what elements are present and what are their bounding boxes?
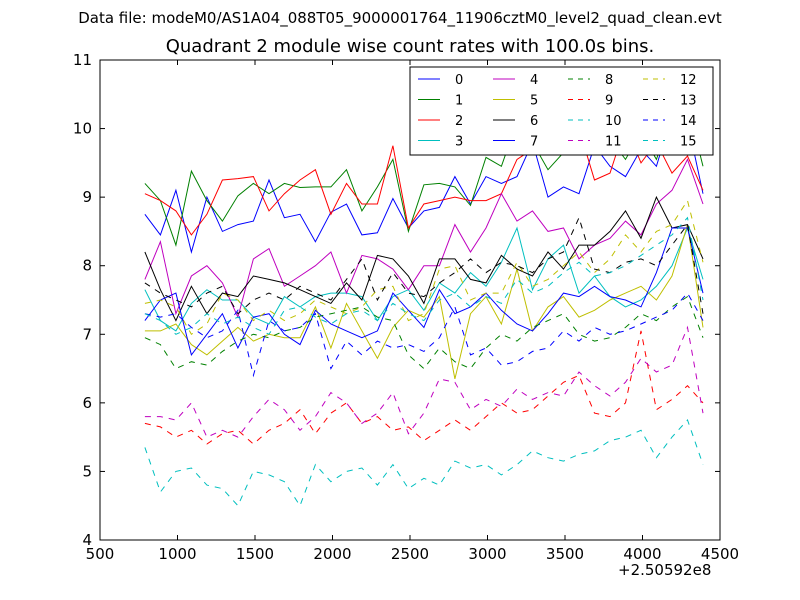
x-tick-label: 1500 xyxy=(236,545,274,563)
legend-label-9: 9 xyxy=(605,94,613,109)
x-axis-offset-label: +2.50592e8 xyxy=(618,561,712,579)
series-line-12 xyxy=(144,199,704,336)
series-line-7 xyxy=(144,227,704,357)
series-line-15 xyxy=(144,216,704,335)
series-line-6 xyxy=(144,195,704,322)
y-tick-label: 11 xyxy=(73,51,92,69)
legend-label-13: 13 xyxy=(680,94,697,109)
legend-label-3: 3 xyxy=(455,135,463,150)
series-line-14 xyxy=(144,292,704,378)
chart-title: Quadrant 2 module wise count rates with … xyxy=(165,36,655,57)
series-line-2 xyxy=(144,123,704,236)
x-tick-label: 3000 xyxy=(468,545,506,563)
figure-suptitle: Data file: modeM0/AS1A04_088T05_90000017… xyxy=(78,9,722,27)
legend-label-12: 12 xyxy=(680,73,697,88)
series-line-4 xyxy=(144,158,704,319)
y-tick-label: 7 xyxy=(82,325,92,343)
series-line-5 xyxy=(144,224,704,380)
x-tick-label: 4000 xyxy=(623,545,661,563)
y-tick-label: 4 xyxy=(82,531,92,549)
x-tick-label: 2000 xyxy=(313,545,351,563)
ticks-layer: 500 1000 1500 2000 2500 3000 3500 4000 4500 4 5 6 7 8… xyxy=(73,51,739,563)
series-layer xyxy=(144,103,704,507)
legend-label-14: 14 xyxy=(680,114,697,129)
legend-label-0: 0 xyxy=(455,73,463,88)
legend-label-8: 8 xyxy=(605,73,613,88)
legend-label-10: 10 xyxy=(605,114,622,129)
x-tick-label: 1000 xyxy=(158,545,196,563)
x-tick-label: 500 xyxy=(86,545,115,563)
y-tick-label: 6 xyxy=(82,394,92,412)
legend-label-5: 5 xyxy=(530,94,538,109)
legend-label-11: 11 xyxy=(605,135,622,150)
legend-label-7: 7 xyxy=(530,135,538,150)
legend-label-15: 15 xyxy=(680,135,697,150)
y-tick-label: 10 xyxy=(73,120,92,138)
series-line-9 xyxy=(144,330,704,445)
y-tick-label: 5 xyxy=(82,462,92,480)
legend-label-1: 1 xyxy=(455,94,463,109)
series-line-3 xyxy=(144,226,704,332)
legend-label-6: 6 xyxy=(530,114,538,129)
series-line-0 xyxy=(144,114,704,254)
series-line-11 xyxy=(144,325,704,438)
legend-frame xyxy=(409,66,714,156)
y-tick-label: 9 xyxy=(82,188,92,206)
x-tick-label: 2500 xyxy=(391,545,429,563)
series-line-10 xyxy=(144,419,704,507)
y-tick-label: 8 xyxy=(82,257,92,275)
x-tick-label: 3500 xyxy=(546,545,584,563)
x-tick-label: 4500 xyxy=(701,545,739,563)
legend-label-4: 4 xyxy=(530,73,538,88)
legend-label-2: 2 xyxy=(455,114,463,129)
